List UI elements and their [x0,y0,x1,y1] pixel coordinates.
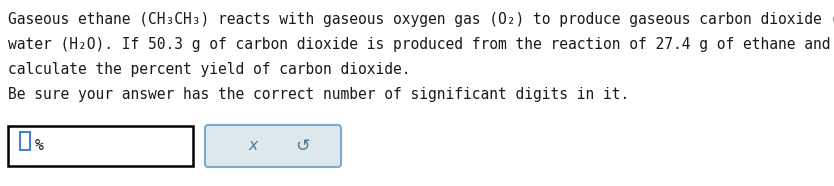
Bar [20,132,30,150]
Text: x: x [249,139,259,153]
Text: %: % [35,139,43,153]
Bar [8,126,193,166]
Text: ↺: ↺ [295,137,310,155]
Text: calculate the percent yield of carbon dioxide.: calculate the percent yield of carbon di… [8,62,410,77]
Text: Be sure your answer has the correct number of significant digits in it.: Be sure your answer has the correct numb… [8,87,629,102]
Text: water (H₂O). If 50.3 g of carbon dioxide is produced from the reaction of 27.4 g: water (H₂O). If 50.3 g of carbon dioxide… [8,37,834,52]
FancyBboxPatch shape [205,125,341,167]
Text: Gaseous ethane (CH₃CH₃) reacts with gaseous oxygen gas (O₂) to produce gaseous c: Gaseous ethane (CH₃CH₃) reacts with gase… [8,12,834,27]
